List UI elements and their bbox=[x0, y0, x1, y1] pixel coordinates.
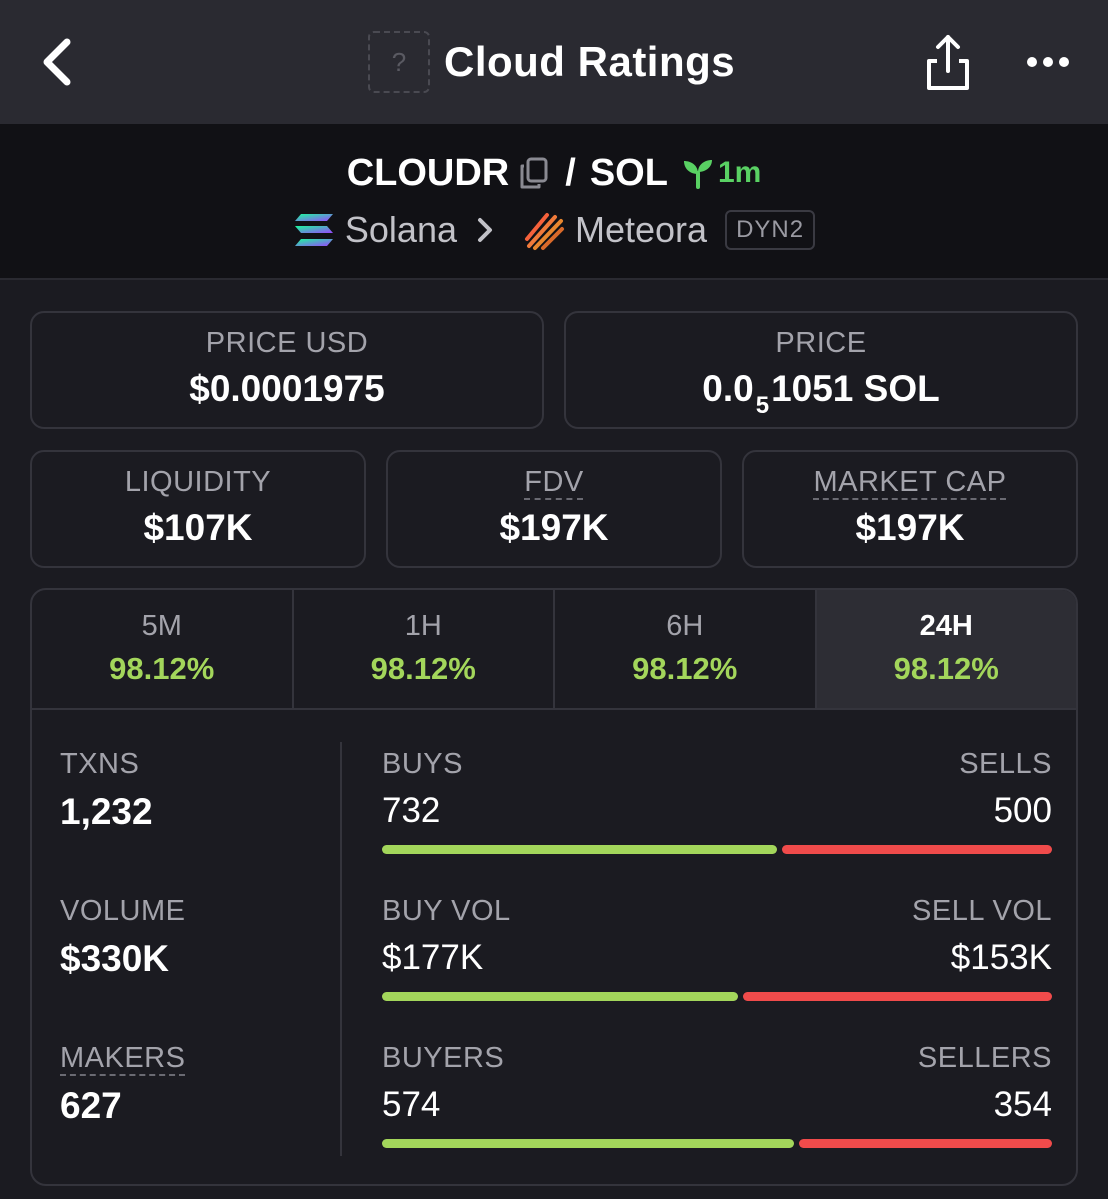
txns-value: 1,232 bbox=[60, 791, 153, 832]
fdv-label[interactable]: FDV bbox=[524, 466, 584, 498]
txns-stat: TXNS 1,232 bbox=[60, 748, 153, 833]
sells-value: 500 bbox=[993, 791, 1052, 830]
tab-label: 6H bbox=[666, 610, 704, 642]
volume-stat: VOLUME $330K bbox=[60, 895, 185, 980]
more-options-button[interactable] bbox=[1016, 40, 1080, 84]
sell-vol-value: $153K bbox=[950, 938, 1052, 977]
token-logo-placeholder-icon: ? bbox=[368, 31, 430, 93]
tab-label: 5M bbox=[141, 610, 182, 642]
token-placeholder-glyph: ? bbox=[391, 46, 407, 77]
makers-stat[interactable]: MAKERS 627 bbox=[60, 1042, 185, 1127]
buys-bar-fill bbox=[382, 845, 777, 854]
page-title: Cloud Ratings bbox=[444, 38, 736, 85]
buy-vol-value: $177K bbox=[382, 938, 484, 977]
buyers-label: BUYERS bbox=[382, 1042, 505, 1074]
copy-icon bbox=[520, 157, 548, 189]
liquidity-card: LIQUIDITY $107K bbox=[30, 450, 366, 568]
price-native-value: 0.051051 SOL bbox=[566, 368, 1076, 420]
sellers-label: SELLERS bbox=[917, 1042, 1052, 1074]
tab-label: 1H bbox=[404, 610, 442, 642]
chevron-right-icon bbox=[475, 212, 505, 248]
price-usd-card: PRICE USD $0.0001975 bbox=[30, 311, 544, 429]
pair-age: 1m bbox=[717, 156, 762, 189]
price-native-suffix: 1051 SOL bbox=[771, 368, 940, 409]
fdv-value: $197K bbox=[499, 507, 609, 548]
tab-5m[interactable]: 5M 98.12% bbox=[32, 590, 294, 708]
price-usd-value: $0.0001975 bbox=[189, 368, 385, 409]
price-usd-label: PRICE USD bbox=[205, 327, 369, 359]
buys-value: 732 bbox=[382, 791, 441, 830]
price-native-card: PRICE 0.051051 SOL bbox=[564, 311, 1078, 429]
sells-label: SELLS bbox=[959, 748, 1052, 780]
pool-type-badge: DYN2 bbox=[725, 210, 816, 250]
pair-separator: / bbox=[565, 151, 576, 194]
buyers-sellers-split: BUYERS SELLERS 574 354 bbox=[382, 1042, 1052, 1148]
chevron-left-icon bbox=[43, 38, 71, 86]
quote-token-symbol: SOL bbox=[589, 151, 668, 194]
buy-sell-volume-bar bbox=[382, 992, 1052, 1001]
tab-change-value: 98.12% bbox=[370, 651, 476, 686]
price-native-prefix: 0.0 bbox=[702, 368, 754, 409]
sellers-value: 354 bbox=[993, 1085, 1052, 1124]
share-icon bbox=[927, 35, 969, 90]
liquidity-label: LIQUIDITY bbox=[124, 466, 272, 498]
buy-sell-volume-split: BUY VOL SELL VOL $177K $153K bbox=[382, 895, 1052, 1001]
sell-vol-bar-fill bbox=[743, 992, 1052, 1001]
makers-value: 627 bbox=[60, 1085, 122, 1126]
period-tabs: 5M 98.12% 1H 98.12% 6H 98.12% 24H 98.12% bbox=[32, 590, 1076, 710]
price-native-zero-count: 5 bbox=[755, 392, 770, 419]
tab-change-value: 98.12% bbox=[893, 651, 999, 686]
txns-label: TXNS bbox=[60, 748, 140, 780]
buy-vol-label: BUY VOL bbox=[382, 895, 511, 927]
sprout-icon bbox=[682, 156, 716, 190]
buyers-bar-fill bbox=[382, 1139, 794, 1148]
market-cap-card[interactable]: MARKET CAP $197K bbox=[742, 450, 1078, 568]
tab-6h[interactable]: 6H 98.12% bbox=[555, 590, 817, 708]
sell-vol-label: SELL VOL bbox=[912, 895, 1052, 927]
buy-vol-bar-fill bbox=[382, 992, 739, 1001]
buys-label: BUYS bbox=[382, 748, 463, 780]
meteora-logo-icon[interactable] bbox=[523, 209, 565, 251]
market-cap-label[interactable]: MARKET CAP bbox=[813, 466, 1007, 498]
buys-sells-split: BUYS SELLS 732 500 bbox=[382, 748, 1052, 854]
base-token-symbol: CLOUDR bbox=[346, 151, 510, 194]
pair-title-line: CLOUDR / SOL 1m bbox=[0, 148, 1108, 198]
buys-sells-bar bbox=[382, 845, 1052, 854]
activity-panel: 5M 98.12% 1H 98.12% 6H 98.12% 24H 98.12%… bbox=[30, 588, 1078, 1186]
copy-address-button[interactable] bbox=[519, 156, 553, 190]
chain-dex-line: Solana Meteora DYN2 bbox=[0, 204, 1108, 256]
vertical-divider bbox=[340, 742, 342, 1156]
ellipsis-icon bbox=[1027, 57, 1069, 67]
buyers-sellers-bar bbox=[382, 1139, 1052, 1148]
sellers-bar-fill bbox=[798, 1139, 1052, 1148]
nav-title-group: ? Cloud Ratings bbox=[368, 30, 735, 94]
tab-1h[interactable]: 1H 98.12% bbox=[294, 590, 555, 708]
tab-change-value: 98.12% bbox=[632, 651, 738, 686]
price-native-label: PRICE bbox=[775, 327, 867, 359]
tab-label: 24H bbox=[919, 610, 973, 642]
chain-name[interactable]: Solana bbox=[344, 209, 457, 250]
dex-name[interactable]: Meteora bbox=[575, 209, 708, 250]
volume-label: VOLUME bbox=[60, 895, 186, 927]
volume-value: $330K bbox=[60, 938, 170, 979]
buyers-value: 574 bbox=[382, 1085, 441, 1124]
tab-change-value: 98.12% bbox=[109, 651, 215, 686]
back-button[interactable] bbox=[30, 32, 82, 92]
tab-24h[interactable]: 24H 98.12% bbox=[816, 590, 1076, 708]
top-nav-bar: ? Cloud Ratings bbox=[0, 0, 1108, 124]
fdv-card[interactable]: FDV $197K bbox=[386, 450, 722, 568]
liquidity-value: $107K bbox=[143, 507, 253, 548]
solana-logo-icon[interactable] bbox=[293, 209, 335, 251]
market-cap-value: $197K bbox=[855, 507, 965, 548]
share-button[interactable] bbox=[918, 30, 978, 94]
sells-bar-fill bbox=[782, 845, 1052, 854]
pair-header bbox=[0, 124, 1108, 280]
makers-label[interactable]: MAKERS bbox=[60, 1042, 186, 1074]
